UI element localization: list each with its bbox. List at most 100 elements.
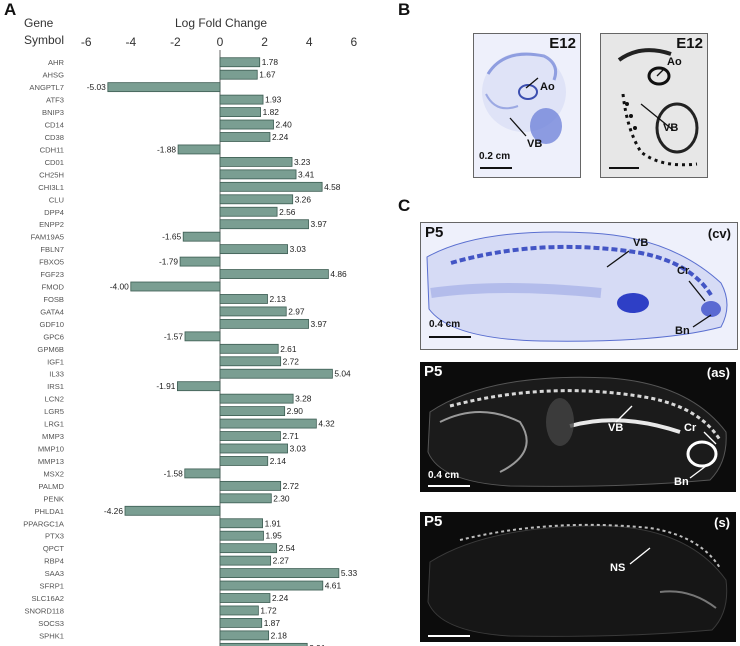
category-label: LGR5 xyxy=(44,407,64,416)
value-label: 2.18 xyxy=(271,630,288,640)
c2-bn-label: Bn xyxy=(674,476,689,488)
category-label: IL33 xyxy=(49,370,64,379)
category-label: ATF3 xyxy=(46,96,64,105)
c1-scale-label: 0.4 cm xyxy=(429,319,461,330)
bar xyxy=(219,518,263,529)
bar xyxy=(219,69,258,80)
value-label: 2.72 xyxy=(283,481,300,491)
value-label: 3.28 xyxy=(295,394,312,404)
value-label: 3.23 xyxy=(294,157,311,167)
category-label: PALMD xyxy=(38,482,64,491)
bar xyxy=(219,194,294,205)
c1-stained-section xyxy=(426,231,728,342)
bar xyxy=(184,468,221,479)
bar xyxy=(182,231,221,242)
bar xyxy=(219,605,259,616)
category-label: SFRP1 xyxy=(40,582,64,591)
category-label: DPP4 xyxy=(44,208,64,217)
value-label: 5.04 xyxy=(334,369,351,379)
category-label: FAM19A5 xyxy=(31,233,64,242)
c3-grayscale-section xyxy=(427,523,728,637)
category-label: SPHK1 xyxy=(39,631,64,640)
category-label: CD38 xyxy=(45,133,64,142)
value-label: 1.78 xyxy=(262,57,279,67)
bar xyxy=(219,456,269,466)
c2-mode-label: (as) xyxy=(706,365,730,380)
bar xyxy=(219,107,261,117)
bar xyxy=(219,555,272,566)
value-label: 3.03 xyxy=(290,443,307,453)
value-label: 3.97 xyxy=(311,219,328,229)
c1-cr-label: Cr xyxy=(677,265,690,277)
bar xyxy=(219,119,274,130)
value-label: 2.27 xyxy=(273,556,290,566)
category-label: SAA3 xyxy=(45,569,64,578)
bar xyxy=(179,256,221,267)
category-label: LRG1 xyxy=(44,420,64,429)
category-label: IGF1 xyxy=(47,357,64,366)
value-label: -1.58 xyxy=(164,468,183,478)
category-label: BNIP3 xyxy=(42,108,64,117)
category-label: QPCT xyxy=(43,544,64,553)
c1-mode-label: (cv) xyxy=(707,226,731,241)
b1-vb-label: VB xyxy=(527,138,543,150)
panel-letter-c: C xyxy=(398,196,411,215)
value-label: 1.91 xyxy=(265,518,282,528)
b2-stage-label: E12 xyxy=(676,35,703,52)
bar xyxy=(219,181,323,192)
category-label: MSX2 xyxy=(43,469,64,478)
value-label: 1.95 xyxy=(265,531,282,541)
c3-stage-label: P5 xyxy=(424,513,443,530)
category-label: CDH11 xyxy=(40,145,64,154)
bar xyxy=(219,157,293,167)
b2-ao-label: Ao xyxy=(667,56,682,68)
category-label: GDF10 xyxy=(40,320,64,329)
category-label: CHI3L1 xyxy=(38,183,64,192)
b2-image: E12 Ao VB xyxy=(600,33,708,178)
c2-vb-label: VB xyxy=(608,422,624,434)
value-label: 2.56 xyxy=(279,207,296,217)
value-label: 5.33 xyxy=(341,568,358,578)
value-label: -1.91 xyxy=(156,381,175,391)
category-label: MMP13 xyxy=(38,457,64,466)
category-label: SLC16A2 xyxy=(31,594,64,603)
category-label: AHR xyxy=(48,58,65,67)
bar xyxy=(219,206,278,217)
bar xyxy=(177,381,221,392)
bar xyxy=(184,331,221,342)
category-label: IRS1 xyxy=(47,382,64,391)
panel-letter-a: A xyxy=(4,0,17,19)
c2-stage-label: P5 xyxy=(424,363,443,380)
b2-grayscale-section xyxy=(609,48,699,169)
category-label: GPC6 xyxy=(43,332,64,341)
category-label: ANGPTL7 xyxy=(29,83,64,92)
b1-stage-label: E12 xyxy=(549,35,576,52)
bar xyxy=(177,144,221,155)
bar xyxy=(130,281,221,292)
gene-header-line1: Gene xyxy=(24,16,54,30)
bar xyxy=(107,82,221,93)
value-label: 2.71 xyxy=(282,431,299,441)
bar xyxy=(219,568,340,578)
bar xyxy=(219,406,286,417)
log-fold-change-chart: -6 -4 -2 0 2 4 6 AHR 1.78 AHSG 1.67 ANGPTL7 -5.03 ATF… xyxy=(23,35,358,646)
value-label: 4.58 xyxy=(324,182,341,192)
bar xyxy=(219,57,261,68)
b2-vb-label: VB xyxy=(663,122,679,134)
bar xyxy=(219,480,282,491)
value-label: -1.57 xyxy=(164,331,183,341)
value-label: 3.91 xyxy=(309,643,326,646)
chart-title: Log Fold Change xyxy=(175,16,268,30)
c1-bn-label: Bn xyxy=(675,325,690,337)
c2-grayscale-section xyxy=(427,376,727,487)
value-label: 4.86 xyxy=(330,269,347,279)
bar xyxy=(219,530,264,541)
bar xyxy=(219,306,287,317)
category-label: CD01 xyxy=(45,158,64,167)
bar xyxy=(219,294,268,304)
value-label: 3.97 xyxy=(311,319,328,329)
value-label: 2.54 xyxy=(279,543,296,553)
category-label: SNORD118 xyxy=(24,606,64,615)
c2-scale-label: 0.4 cm xyxy=(428,470,460,481)
b1-scale-label: 0.2 cm xyxy=(479,151,511,162)
